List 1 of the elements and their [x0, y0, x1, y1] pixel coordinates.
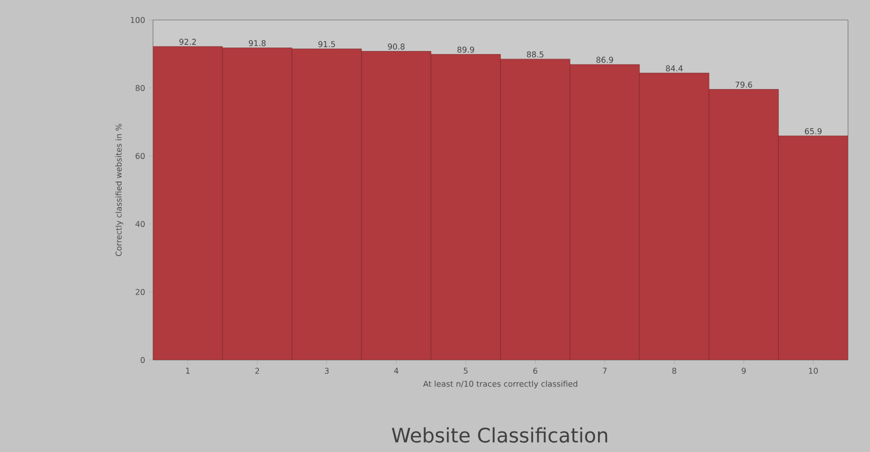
text: Website Classification [392, 427, 608, 443]
